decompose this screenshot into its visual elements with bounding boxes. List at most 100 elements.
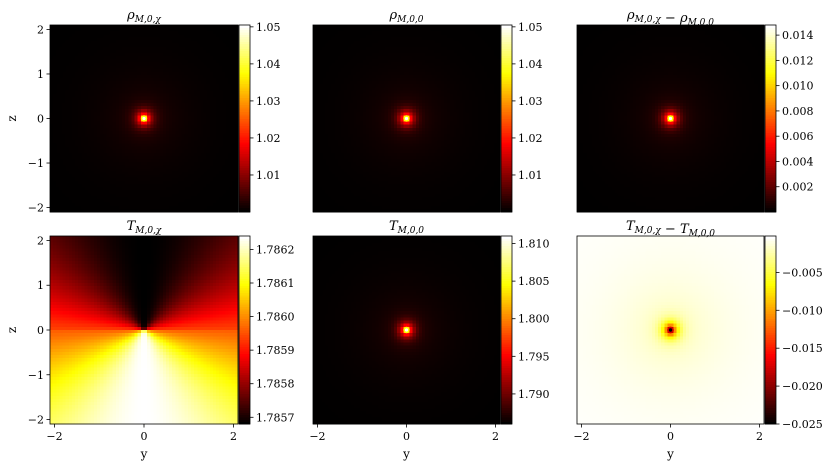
heatmap-cell	[435, 59, 439, 63]
heatmap-cell	[360, 56, 364, 60]
heatmap-cell	[463, 47, 467, 51]
heatmap-cell	[207, 119, 211, 123]
heatmap-cell	[216, 97, 220, 101]
heatmap-cell	[147, 134, 151, 138]
heatmap-cell	[100, 100, 104, 104]
heatmap-cell	[169, 203, 173, 207]
heatmap-cell	[103, 78, 107, 82]
heatmap-cell	[56, 150, 60, 154]
heatmap-cell	[232, 150, 236, 154]
heatmap-cell	[188, 150, 192, 154]
heatmap-cell	[116, 184, 120, 188]
heatmap-cell	[125, 66, 129, 70]
heatmap-cell	[225, 178, 229, 182]
heatmap-cell	[210, 62, 214, 66]
heatmap-cell	[94, 119, 98, 123]
heatmap-cell	[350, 78, 354, 82]
heatmap-cell	[357, 47, 361, 51]
heatmap-cell	[88, 56, 92, 60]
heatmap-cell	[78, 59, 82, 63]
heatmap-cell	[84, 206, 88, 210]
heatmap-cell	[428, 78, 432, 82]
heatmap-cell	[225, 53, 229, 57]
heatmap-cell	[416, 53, 420, 57]
heatmap-cell	[400, 81, 404, 85]
heatmap-cell	[150, 159, 154, 163]
heatmap-cell	[144, 97, 148, 101]
heatmap-cell	[388, 66, 392, 70]
heatmap-cell	[94, 165, 98, 169]
heatmap-cell	[69, 178, 73, 182]
heatmap-cell	[229, 34, 233, 38]
heatmap-cell	[103, 171, 107, 175]
heatmap-cell	[391, 78, 395, 82]
heatmap-cell	[191, 72, 195, 76]
heatmap-cell	[444, 37, 448, 41]
heatmap-cell	[72, 37, 76, 41]
heatmap-cell	[88, 81, 92, 85]
heatmap-cell	[172, 66, 176, 70]
heatmap-cell	[319, 87, 323, 91]
heatmap-cell	[72, 87, 76, 91]
heatmap-cell	[150, 153, 154, 157]
heatmap-cell	[113, 175, 117, 179]
heatmap-cell	[210, 181, 214, 185]
heatmap-cell	[475, 62, 479, 66]
heatmap-cell	[175, 171, 179, 175]
heatmap-cell	[160, 41, 164, 45]
heatmap-cell	[153, 200, 157, 204]
heatmap-cell	[141, 184, 145, 188]
heatmap-cell	[106, 25, 110, 29]
heatmap-cell	[357, 41, 361, 45]
heatmap-cell	[232, 75, 236, 79]
heatmap-cell	[56, 156, 60, 160]
heatmap-cell	[53, 181, 57, 185]
heatmap-cell	[72, 94, 76, 98]
heatmap-cell	[360, 47, 364, 51]
heatmap-cell	[204, 66, 208, 70]
heatmap-cell	[97, 100, 101, 104]
heatmap-cell	[188, 203, 192, 207]
heatmap-cell	[207, 122, 211, 126]
heatmap-cell	[469, 56, 473, 60]
heatmap-cell	[53, 150, 57, 154]
heatmap-cell	[210, 119, 214, 123]
heatmap-cell	[400, 44, 404, 48]
heatmap-cell	[116, 203, 120, 207]
heatmap-cell	[116, 131, 120, 135]
heatmap-cell	[138, 156, 142, 160]
heatmap-cell	[350, 37, 354, 41]
heatmap-cell	[128, 28, 132, 32]
heatmap-cell	[106, 59, 110, 63]
heatmap-cell	[84, 168, 88, 172]
heatmap-cell	[88, 97, 92, 101]
heatmap-cell	[472, 56, 476, 60]
heatmap-cell	[207, 56, 211, 60]
heatmap-cell	[175, 109, 179, 113]
heatmap-cell	[344, 34, 348, 38]
heatmap-cell	[72, 150, 76, 154]
heatmap-cell	[194, 84, 198, 88]
heatmap-cell	[163, 119, 167, 123]
heatmap-cell	[175, 190, 179, 194]
heatmap-cell	[50, 44, 54, 48]
heatmap-cell	[407, 78, 411, 82]
heatmap-cell	[72, 165, 76, 169]
heatmap-cell	[94, 90, 98, 94]
heatmap-cell	[66, 78, 70, 82]
heatmap-cell	[222, 184, 226, 188]
heatmap-cell	[322, 81, 326, 85]
heatmap-cell	[69, 103, 73, 107]
heatmap-cell	[478, 25, 482, 29]
heatmap-cell	[153, 28, 157, 32]
heatmap-cell	[147, 115, 151, 119]
heatmap-cell	[91, 47, 95, 51]
heatmap-cell	[153, 171, 157, 175]
heatmap-cell	[229, 137, 233, 141]
heatmap-cell	[191, 187, 195, 191]
heatmap-cell	[354, 66, 358, 70]
heatmap-cell	[491, 25, 495, 29]
heatmap-cell	[166, 75, 170, 79]
heatmap-cell	[163, 187, 167, 191]
heatmap-cell	[66, 150, 70, 154]
